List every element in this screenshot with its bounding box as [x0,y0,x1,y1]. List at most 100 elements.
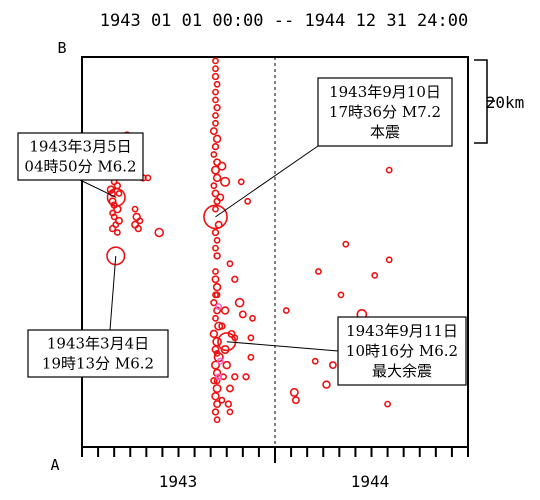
event-marker [218,322,226,330]
event-marker [218,396,226,404]
x-ticks [81,447,469,463]
event-marker [210,299,218,307]
event-marker [106,246,126,266]
event-marker [210,151,218,158]
event-marker [136,217,144,225]
event-marker [384,400,391,408]
event-marker [134,224,142,233]
event-marker [212,383,222,394]
event-marker [211,228,220,237]
event-marker [108,197,117,206]
event-marker [226,384,234,393]
event-marker [211,392,220,401]
callout-text: 1943年9月10日 [329,83,441,101]
event-marker [212,112,219,119]
event-marker [214,321,224,331]
event-marker [311,357,319,365]
event-marker [106,185,116,194]
event-marker [211,345,220,354]
event-marker [212,244,219,252]
event-marker [226,260,234,268]
callout-text: 10時16分 M6.2 [346,342,458,360]
event-marker [212,65,219,73]
event-marker [226,408,234,416]
axis-end-label-top: B [57,39,66,57]
event-marker [231,334,239,342]
event-marker [220,344,230,355]
event-marker [113,204,122,214]
callout-leader-line [226,341,339,352]
event-marker [315,268,322,275]
event-marker [212,57,219,65]
event-marker [247,334,255,342]
event-marker [217,332,237,352]
callout-text: 19時13分 M6.2 [42,355,154,373]
event-marker [210,165,221,175]
event-marker [342,240,350,248]
event-marker [213,416,221,424]
callout-leader-line [79,179,117,198]
event-marker [244,197,252,205]
event-marker [209,329,219,339]
event-marker [214,220,223,229]
callout-text: 本震 [370,123,400,141]
minor-event-marker [215,303,223,310]
event-marker [337,291,345,299]
event-marker [231,275,239,283]
callout-text: 1943年9月11日 [346,322,458,340]
event-marker [211,143,220,151]
event-marker [113,182,122,190]
callout-text: 1943年3月4日 [47,335,149,353]
event-marker [211,408,220,416]
annotation-callout: 1943年3月5日 04時50分 M6.2 [17,132,144,198]
annotation-callout: 1943年9月11日 10時16分 M6.2 最大余震 [226,316,467,386]
event-marker [216,193,225,202]
event-marker [213,291,221,299]
event-marker [385,166,393,174]
event-marker [217,161,227,171]
event-marker [213,352,224,363]
event-marker [247,353,255,361]
event-marker [154,227,164,238]
event-marker [385,256,393,264]
event-marker [237,178,245,186]
scale-bar-label: 20km [486,93,525,112]
event-marker [211,72,220,81]
callout-leader-line [109,255,117,331]
event-marker [231,373,239,381]
event-marker [213,252,221,260]
event-marker [113,229,121,236]
callout-box [317,77,453,147]
event-marker [211,189,220,198]
callout-text: 1943年3月5日 [29,138,131,156]
event-marker [212,96,219,104]
event-marker [328,361,337,370]
event-marker [212,314,219,322]
event-marker [291,396,300,405]
event-marker [203,204,228,230]
callout-box [17,132,144,181]
chart-title: 1943 01 01 00:00 -- 1944 12 31 24:00 [100,11,468,31]
annotation-callout: 1943年9月10日 17時36分 M7.2 本震 [215,77,453,218]
event-marker [212,88,219,96]
event-marker [209,127,218,136]
event-marker [213,400,222,409]
callout-box [27,329,169,378]
minor-event-marker [215,373,223,381]
event-marker [282,307,290,314]
event-marker [210,182,218,190]
event-marker [115,190,123,197]
event-marker [238,310,247,319]
annotation-callout: 1943年3月4日 19時13分 M6.2 [27,255,169,378]
event-marker [108,224,117,233]
event-marker [212,173,222,183]
event-marker [234,297,245,308]
event-marker [210,360,221,370]
event-marker [213,236,221,244]
event-marker [131,205,139,213]
event-marker [213,104,221,112]
event-marker [144,174,152,182]
callout-leader-line [215,145,319,218]
callout-text: 17時36分 M7.2 [329,103,441,121]
